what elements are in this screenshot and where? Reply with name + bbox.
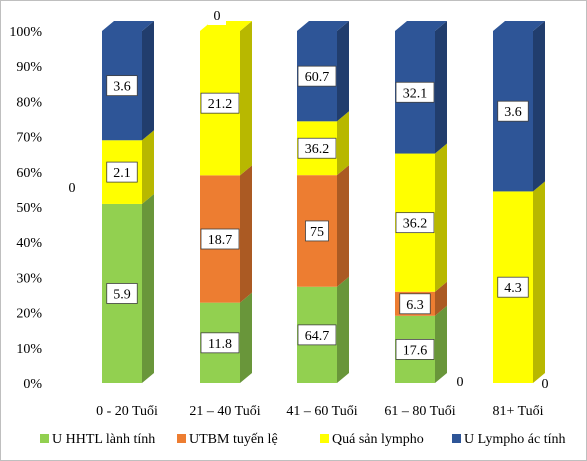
data-label: 4.3 bbox=[504, 281, 522, 296]
data-label: 3.6 bbox=[113, 80, 131, 95]
bar-side bbox=[240, 292, 252, 383]
data-label-box bbox=[106, 283, 138, 304]
y-tick-label: 0% bbox=[23, 377, 42, 392]
bar-side bbox=[337, 165, 349, 287]
legend-swatch bbox=[452, 434, 461, 443]
data-label-box bbox=[106, 75, 138, 97]
data-label: 0 bbox=[69, 181, 76, 196]
legend-item: Quá sản lympho bbox=[320, 432, 424, 447]
legend-item: U HHTL lành tính bbox=[40, 432, 155, 447]
legend-item: U Lympho ác tính bbox=[452, 432, 566, 447]
data-label-box bbox=[200, 332, 240, 354]
bars: 5.9 2.1 3.6 0 11.8 18.7 21.2 0 64.7 75 36.2 60.7 17.… bbox=[69, 7, 549, 392]
data-label: 36.2 bbox=[305, 142, 330, 157]
x-tick-label: 61 – 80 Tuổi bbox=[384, 404, 455, 419]
y-tick-label: 80% bbox=[16, 95, 42, 110]
x-tick-label: 81+ Tuổi bbox=[492, 404, 543, 419]
data-label-box bbox=[200, 228, 240, 250]
x-tick-label: 21 – 40 Tuổi bbox=[189, 404, 260, 419]
data-label-box bbox=[497, 100, 529, 122]
data-label: 36.2 bbox=[403, 217, 428, 232]
data-label: 17.6 bbox=[403, 343, 428, 358]
legend: U HHTL lành tính UTBM tuyến lệ Quá sản lym… bbox=[40, 432, 566, 447]
bar-side bbox=[533, 181, 545, 383]
x-axis: 0 - 20 Tuổi 21 – 40 Tuổi 41 – 60 Tuổi 61 – … bbox=[96, 404, 544, 419]
bar-side bbox=[142, 193, 154, 383]
y-tick-label: 70% bbox=[16, 131, 42, 146]
data-label: 2.1 bbox=[113, 166, 131, 181]
x-tick-label: 41 – 60 Tuổi bbox=[286, 404, 357, 419]
bar-top bbox=[395, 21, 447, 31]
data-label: 0 bbox=[457, 375, 464, 390]
legend-item: UTBM tuyến lệ bbox=[177, 432, 278, 447]
data-label-box bbox=[297, 65, 337, 87]
y-tick-label: 90% bbox=[16, 60, 42, 75]
data-label-box bbox=[395, 212, 435, 234]
y-tick-label: 100% bbox=[9, 25, 42, 40]
bar-side bbox=[337, 276, 349, 383]
data-label-box bbox=[208, 7, 226, 25]
y-tick-label: 60% bbox=[16, 166, 42, 181]
data-label: 5.9 bbox=[113, 287, 131, 302]
bar-side bbox=[337, 111, 349, 176]
legend-label: UTBM tuyến lệ bbox=[189, 432, 278, 447]
data-label-box bbox=[399, 293, 431, 315]
data-label: 21.2 bbox=[208, 97, 233, 112]
x-tick-label: 0 - 20 Tuổi bbox=[96, 404, 158, 419]
y-tick-label: 40% bbox=[16, 236, 42, 251]
bar-side bbox=[435, 305, 447, 383]
bar-group: 4.3 3.6 0 0 bbox=[457, 21, 549, 392]
bar-group: 64.7 75 36.2 60.7 bbox=[297, 21, 349, 383]
data-label-box bbox=[297, 137, 337, 159]
data-label-box bbox=[297, 324, 337, 346]
y-tick-label: 10% bbox=[16, 342, 42, 357]
data-label-box bbox=[395, 339, 435, 360]
bar-top bbox=[493, 21, 545, 31]
legend-label: U HHTL lành tính bbox=[52, 432, 155, 447]
bar-side bbox=[240, 165, 252, 303]
data-label: 64.7 bbox=[305, 329, 330, 344]
bar-group: 11.8 18.7 21.2 0 bbox=[200, 7, 252, 383]
data-label: 6.3 bbox=[406, 298, 424, 313]
data-label: 18.7 bbox=[208, 233, 233, 248]
legend-label: U Lympho ác tính bbox=[464, 432, 566, 447]
data-label-box bbox=[395, 81, 435, 103]
bar-side bbox=[435, 281, 447, 316]
bar-side bbox=[435, 21, 447, 154]
data-label: 32.1 bbox=[403, 86, 428, 101]
legend-label: Quá sản lympho bbox=[332, 432, 424, 447]
y-tick-label: 20% bbox=[16, 307, 42, 322]
bar-side bbox=[435, 143, 447, 292]
data-label: 0 bbox=[214, 9, 221, 24]
bar-top bbox=[102, 21, 154, 31]
legend-swatch bbox=[177, 434, 186, 443]
data-label-box bbox=[497, 276, 529, 298]
bar-side bbox=[240, 21, 252, 176]
data-label: 0 bbox=[542, 377, 549, 392]
data-label: 75 bbox=[310, 225, 324, 240]
bar-side bbox=[533, 21, 545, 192]
data-label: 3.6 bbox=[504, 105, 522, 120]
bar-side bbox=[142, 21, 154, 141]
data-label-box bbox=[106, 161, 138, 183]
bar-side bbox=[337, 21, 349, 122]
bar-group: 17.6 6.3 36.2 32.1 bbox=[395, 21, 447, 383]
bar-top bbox=[297, 21, 349, 31]
data-label-box bbox=[200, 92, 240, 114]
data-label-box bbox=[305, 220, 329, 242]
bar-group: 5.9 2.1 3.6 0 bbox=[69, 21, 154, 383]
y-tick-label: 50% bbox=[16, 201, 42, 216]
data-label: 11.8 bbox=[208, 337, 232, 352]
y-tick-label: 30% bbox=[16, 271, 42, 286]
legend-swatch bbox=[40, 434, 49, 443]
y-axis: 0% 10% 20% 30% 40% 50% 60% 70% 80% 90% 100% bbox=[9, 25, 42, 392]
bar-side bbox=[142, 130, 154, 204]
legend-swatch bbox=[320, 434, 329, 443]
data-label: 60.7 bbox=[305, 70, 330, 85]
